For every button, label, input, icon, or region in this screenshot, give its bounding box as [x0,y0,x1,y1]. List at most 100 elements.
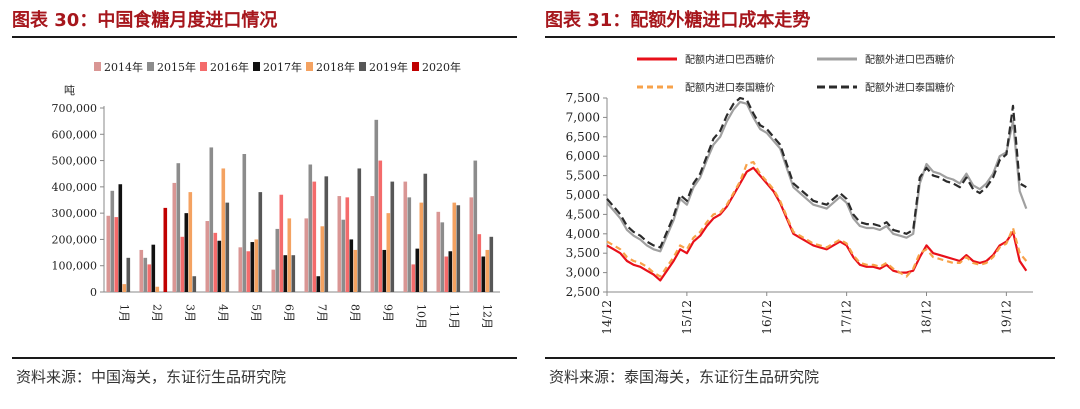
y-tick-label: 4,000 [566,227,600,241]
figure-panel-30: 图表 30：中国食糖月度进口情况 2014年 2015年 2016年 2017年 201… [12,0,527,409]
y-tick-label: 4,500 [566,207,600,221]
title-rule [545,36,1055,38]
bar [118,184,123,292]
x-tick-label: 6月 [283,304,296,322]
legend-label: 配额外进口巴西糖价 [865,53,955,66]
y-tick-label: 6,500 [566,130,600,144]
legend-label: 2015年 [157,60,196,74]
legend-label: 配额外进口泰国糖价 [865,81,955,94]
legend-label: 2020年 [422,60,461,74]
y-tick-label: 3,500 [566,246,600,260]
legend-label: 2017年 [263,60,302,74]
y-tick-label: 5,000 [566,188,600,202]
x-tick-label: 5月 [250,304,263,322]
bar [378,160,383,292]
bar [489,236,494,292]
bar [246,251,251,292]
bar [283,255,288,292]
bar [225,202,230,292]
legend-label: 配额内进口巴西糖价 [685,53,775,66]
bar [469,197,474,292]
source-rule [545,357,1055,359]
bar [374,119,379,292]
bar [287,218,292,292]
bar [411,264,416,292]
series-line [606,160,1028,278]
x-tick-label: 3月 [184,304,197,322]
bar [291,255,296,292]
figure-panel-31: 图表 31：配额外糖进口成本走势 配额内进口巴西糖价 配额外进口巴西糖价 配额内进口… [545,0,1060,409]
x-tick-label: 14/12 [600,300,614,335]
legend-swatch [359,62,366,71]
y-tick-label: 100,000 [52,260,98,273]
x-tick-label: 18/12 [920,300,934,335]
x-tick-label: 9月 [382,304,395,322]
bar [436,211,441,292]
source-note: 资料来源：中国海关，东证衍生品研究院 [16,368,287,386]
x-tick-label: 17/12 [840,300,854,335]
bar [114,217,119,292]
x-tick-label: 16/12 [760,300,774,335]
bar [448,251,453,292]
legend-label: 2014年 [104,60,143,74]
bar [324,176,329,292]
bar [308,164,313,292]
x-tick-label: 4月 [217,304,230,322]
bar [217,240,222,292]
y-tick-label: 700,000 [52,102,98,115]
x-tick-label: 15/12 [680,300,694,335]
bar [403,181,408,292]
y-tick-label: 5,500 [566,169,600,183]
bar [312,181,317,292]
bar [172,182,177,292]
legend-label: 配额内进口泰国糖价 [685,81,775,94]
x-tick-label: 19/12 [999,300,1013,335]
bar [275,228,280,292]
legend-label: 2019年 [369,60,408,74]
bar [386,213,391,292]
legend-swatch [253,62,260,71]
bar [279,194,284,292]
bar [155,286,160,292]
legend-label: 2018年 [316,60,355,74]
bar [304,218,309,292]
bar [353,249,358,292]
source-rule [12,357,517,359]
legend-swatch [94,62,101,71]
x-tick-label: 7月 [316,304,329,322]
bar [444,256,449,292]
bar [473,160,478,292]
legend-swatch [412,62,419,71]
bar [407,197,412,292]
bar [390,181,395,292]
y-tick-label: 7,000 [566,110,600,124]
y-tick-label: 6,000 [566,149,600,163]
series-line [606,96,1027,249]
x-tick-label: 8月 [349,304,362,322]
y-tick-label: 200,000 [52,233,98,246]
bar [143,257,148,292]
bar [337,196,342,292]
legend-swatch [200,62,207,71]
bar [106,215,111,292]
bar [209,147,214,292]
y-tick-label: 3,000 [566,266,600,280]
figure-title: 图表 31：配额外糖进口成本走势 [545,10,811,31]
bar [238,247,243,292]
bar [242,154,247,292]
y-axis-unit: 吨 [64,84,75,97]
x-tick-label: 12月 [481,304,494,329]
legend-swatch [306,62,313,71]
bar [213,232,218,292]
x-tick-label: 2月 [151,304,164,322]
bar [316,276,321,292]
bar [341,219,346,292]
series-line [606,100,1028,253]
bar [188,192,193,292]
y-tick-label: 500,000 [52,155,98,168]
y-tick-label: 0 [90,286,97,299]
y-tick-label: 2,500 [566,285,600,299]
bar [320,226,325,292]
